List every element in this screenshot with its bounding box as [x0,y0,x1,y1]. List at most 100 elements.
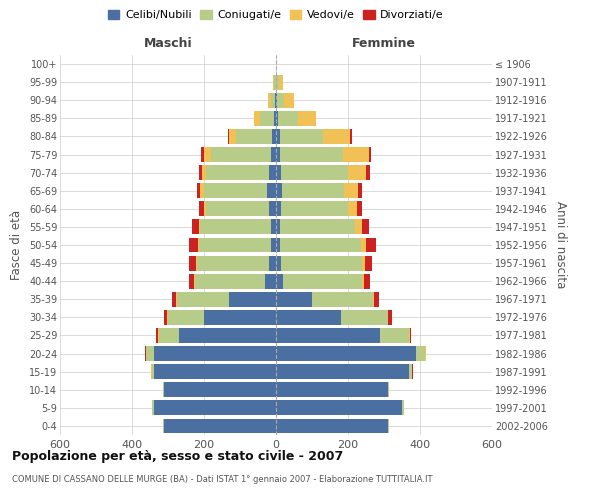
Bar [229,292,276,306]
Bar [265,274,276,288]
Bar [236,129,272,144]
Bar [274,74,275,90]
Bar [228,129,229,144]
Bar [152,364,154,379]
Text: Maschi: Maschi [143,36,193,50]
Bar [426,346,427,361]
Bar [269,256,276,270]
Bar [388,310,392,325]
Bar [281,165,348,180]
Bar [373,292,374,306]
Bar [271,93,275,108]
Bar [341,310,388,325]
Bar [361,238,365,252]
Bar [168,310,204,325]
Bar [199,220,200,234]
Bar [277,93,284,108]
Bar [409,364,412,379]
Bar [172,292,176,306]
Bar [312,292,373,306]
Bar [188,238,197,252]
Bar [197,184,200,198]
Bar [276,165,281,180]
Bar [276,93,277,108]
Bar [374,292,379,306]
Bar [276,292,312,306]
Bar [204,310,276,325]
Bar [410,328,412,343]
Bar [380,328,409,343]
Bar [163,382,164,397]
Bar [276,129,280,144]
Bar [201,147,204,162]
Bar [280,147,343,162]
Bar [276,238,280,252]
Bar [164,310,167,325]
Bar [276,220,280,234]
Bar [366,165,370,180]
Bar [276,256,281,270]
Bar [276,328,380,343]
Bar [152,400,154,415]
Bar [269,202,276,216]
Bar [197,238,199,252]
Bar [154,364,276,379]
Bar [283,274,362,288]
Bar [274,111,276,126]
Bar [206,202,269,216]
Bar [362,256,365,270]
Bar [204,184,267,198]
Bar [271,238,276,252]
Bar [276,111,278,126]
Bar [179,328,276,343]
Y-axis label: Fasce di età: Fasce di età [10,210,23,280]
Bar [211,147,271,162]
Bar [202,165,206,180]
Bar [362,274,364,288]
Y-axis label: Anni di nascita: Anni di nascita [554,202,567,288]
Bar [200,220,271,234]
Bar [164,418,276,434]
Bar [157,328,158,343]
Bar [276,147,280,162]
Bar [276,184,283,198]
Bar [355,220,362,234]
Bar [279,74,283,90]
Bar [343,147,368,162]
Bar [280,129,323,144]
Bar [199,165,202,180]
Bar [281,256,362,270]
Bar [364,274,370,288]
Bar [272,129,276,144]
Bar [273,74,274,90]
Bar [365,256,372,270]
Bar [194,274,195,288]
Bar [276,310,341,325]
Bar [368,147,371,162]
Bar [177,292,229,306]
Bar [267,184,276,198]
Text: COMUNE DI CASSANO DELLE MURGE (BA) - Dati ISTAT 1° gennaio 2007 - Elaborazione T: COMUNE DI CASSANO DELLE MURGE (BA) - Dat… [12,475,433,484]
Bar [204,202,206,216]
Bar [254,111,260,126]
Bar [416,346,425,361]
Bar [358,184,362,198]
Bar [159,328,179,343]
Bar [195,274,265,288]
Legend: Celibi/Nubili, Coniugati/e, Vedovi/e, Divorziati/e: Celibi/Nubili, Coniugati/e, Vedovi/e, Di… [104,6,448,25]
Bar [276,418,388,434]
Bar [362,220,369,234]
Bar [277,74,279,90]
Bar [271,147,276,162]
Bar [206,165,269,180]
Bar [284,93,295,108]
Bar [280,220,355,234]
Bar [350,129,352,144]
Bar [192,220,199,234]
Bar [199,238,271,252]
Bar [348,202,357,216]
Bar [402,400,404,415]
Bar [276,346,416,361]
Bar [323,129,350,144]
Bar [365,238,376,252]
